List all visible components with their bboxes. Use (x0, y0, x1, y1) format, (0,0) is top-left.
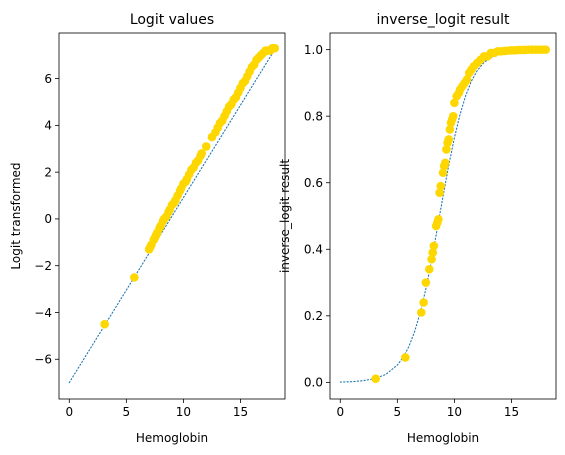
y-axis: 0.0 0.2 0.4 0.6 0.8 1.0 (304, 43, 330, 390)
data-point (442, 145, 451, 154)
logit-values-chart: Logit values Hemoglobin Logit transforme… (9, 12, 286, 445)
x-tick-label: 5 (123, 405, 131, 419)
chart-title: Logit values (130, 12, 214, 28)
plot-area (68, 43, 280, 384)
y-tick-label: 0.8 (304, 109, 323, 123)
data-point (444, 135, 454, 144)
series-line (68, 49, 276, 384)
data-point (130, 273, 139, 282)
inverse-logit-chart: inverse_logit result Hemoglobin inverse_… (278, 12, 557, 445)
y-tick-label: −6 (34, 353, 52, 367)
y-tick-label: 0.2 (304, 309, 323, 323)
plot-area (339, 45, 551, 384)
y-axis: −6 −4 −2 0 2 4 6 (34, 72, 59, 367)
data-point (427, 254, 436, 264)
y-tick-label: 2 (44, 165, 52, 179)
data-point (541, 45, 551, 54)
series-line (339, 49, 547, 383)
data-point (462, 75, 472, 84)
data-point (434, 215, 443, 224)
data-point (270, 43, 280, 53)
x-tick-label: 0 (336, 405, 344, 419)
data-point (100, 319, 109, 329)
data-point (417, 308, 426, 317)
data-point (419, 298, 428, 307)
y-tick-label: 6 (44, 72, 52, 86)
chart-title: inverse_logit result (376, 12, 510, 28)
data-point (401, 353, 410, 362)
y-axis-label: inverse_logit result (278, 159, 292, 273)
x-tick-label: 10 (447, 405, 462, 419)
x-tick-label: 15 (504, 405, 519, 419)
data-point (435, 188, 444, 198)
data-point (436, 181, 446, 191)
y-tick-label: 0.0 (304, 376, 323, 390)
data-point (445, 125, 455, 134)
data-point (201, 142, 211, 151)
y-tick-label: 0.4 (304, 243, 323, 257)
x-tick-label: 10 (176, 405, 191, 419)
data-point (371, 374, 380, 384)
y-tick-label: −4 (34, 306, 52, 320)
y-tick-label: 0 (44, 212, 52, 226)
data-point (429, 241, 439, 251)
y-tick-label: 4 (44, 119, 52, 133)
y-tick-label: 1.0 (304, 43, 323, 57)
x-axis: 0 5 10 15 (336, 399, 519, 419)
data-point (428, 248, 438, 257)
data-point (197, 149, 206, 158)
data-point (425, 264, 434, 274)
y-tick-label: −2 (34, 259, 52, 273)
data-point (438, 168, 448, 178)
x-axis-label: Hemoglobin (407, 431, 479, 445)
x-tick-label: 5 (394, 405, 402, 419)
x-tick-label: 0 (65, 405, 73, 419)
y-tick-label: 0.6 (304, 176, 323, 190)
x-tick-label: 15 (233, 405, 248, 419)
axes-frame (329, 32, 557, 400)
y-axis-label: Logit transformed (9, 162, 23, 269)
data-point (440, 158, 450, 168)
x-axis: 0 5 10 15 (65, 399, 248, 419)
data-point (450, 98, 459, 108)
data-point (421, 278, 431, 287)
data-point (448, 111, 458, 121)
axes-frame (58, 32, 286, 400)
x-axis-label: Hemoglobin (136, 431, 208, 445)
